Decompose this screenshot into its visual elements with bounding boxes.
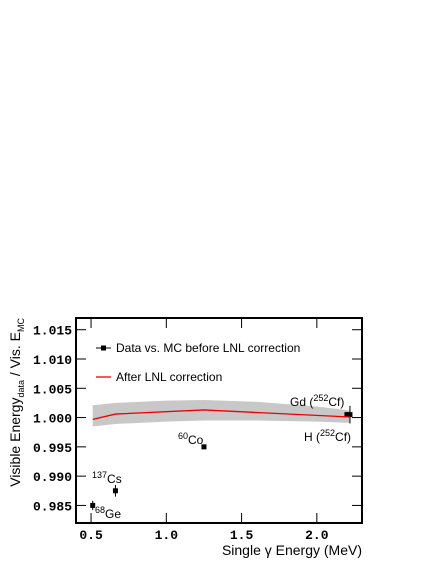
uncertainty-band [92,400,350,427]
text-part: Cs [107,472,122,486]
label: 68Ge [95,505,121,521]
x-tick-label: 1.0 [155,528,179,543]
text-part: MC [16,318,26,332]
y-tick-label: 1.000 [33,412,72,427]
point [90,502,96,508]
text-part: data [16,380,26,398]
text-part: / Vis. E [7,332,23,380]
point [347,412,353,418]
label: Visible Energydata / Vis. EMC [7,318,26,487]
point [112,488,118,494]
text-part: 252 [320,428,335,438]
legend-label: After LNL correction [116,370,222,384]
text-part: Gd ( [290,395,313,409]
y-tick-label: 0.995 [33,441,72,456]
text-part: Co [188,433,204,447]
text-part: Cf) [335,430,351,444]
text-part: Cf) [328,395,344,409]
text-part: 68 [95,505,105,515]
x-tick-label: 0.5 [79,528,103,543]
plot-frame [75,317,363,524]
legend-label: Data vs. MC before LNL correction [116,341,300,355]
point [201,444,207,450]
text-part: Ge [105,507,121,521]
label: 60Co [178,431,204,447]
legend-marker [101,345,106,351]
y-tick-label: 1.015 [33,324,72,339]
text-part: 137 [92,470,107,480]
text-part: 60 [178,431,188,441]
text-part: Single γ Energy (MeV) [222,542,362,558]
x-tick-label: 2.0 [305,528,329,543]
point [344,412,350,418]
text-part: Visible Energy [7,398,23,487]
y-tick-label: 0.985 [33,499,72,514]
text-part: H ( [304,430,320,444]
x-tick-label: 1.5 [230,528,254,543]
label: Gd (252Cf) [290,393,344,409]
label: H (252Cf) [304,428,351,444]
label: Single γ Energy (MeV) [222,542,362,558]
label: 137Cs [92,470,122,486]
y-tick-label: 1.005 [33,382,72,397]
text-part: 252 [313,393,328,403]
line [92,409,350,420]
y-tick-label: 0.990 [33,470,72,485]
y-tick-label: 1.010 [33,353,72,368]
